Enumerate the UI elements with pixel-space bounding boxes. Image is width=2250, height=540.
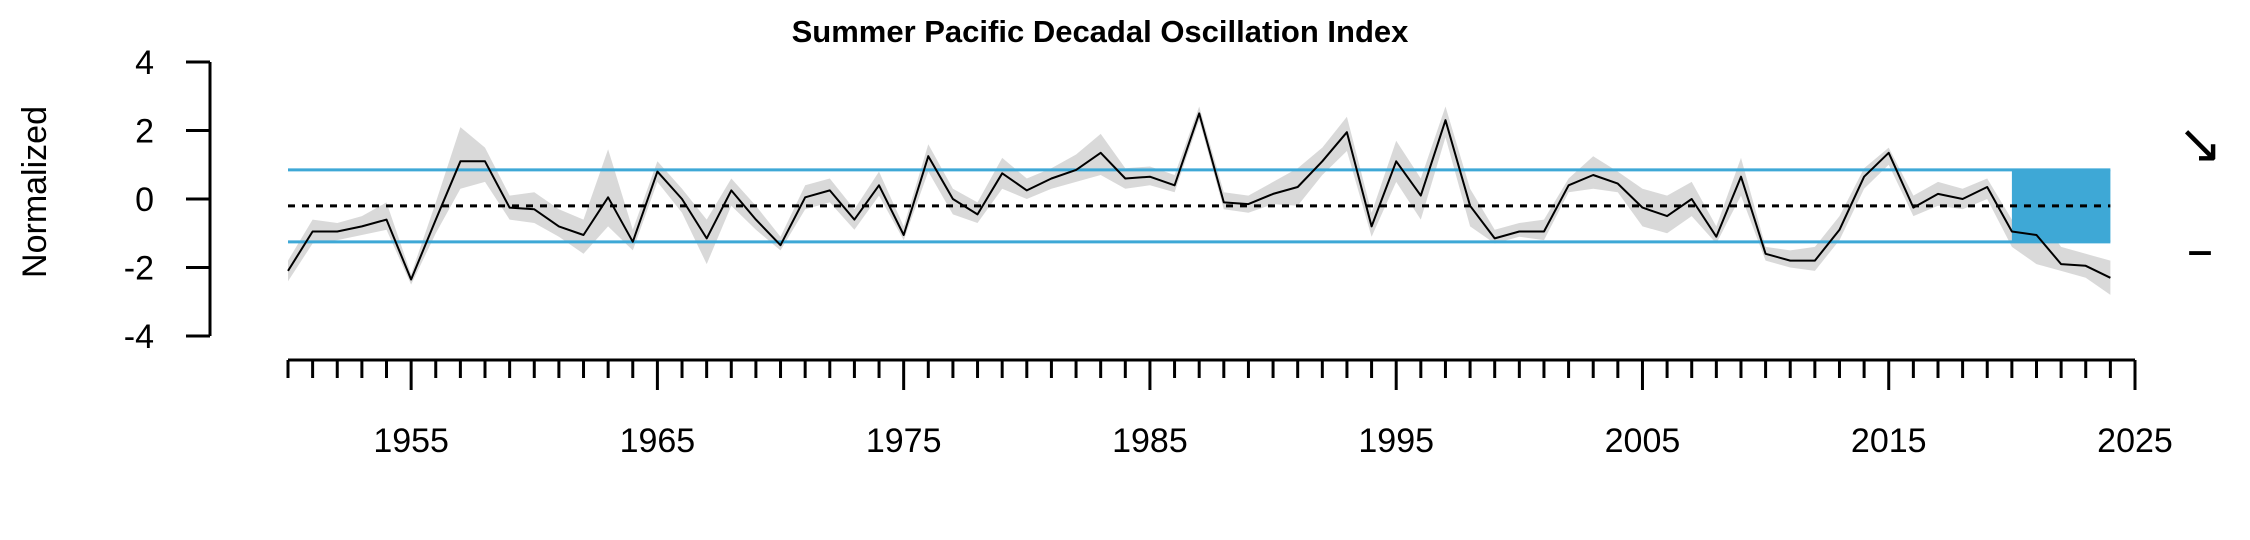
y-tick-label: 0 <box>135 181 154 219</box>
reference-lines <box>288 168 2111 244</box>
series-polyline <box>287 112 2111 281</box>
y-tick-label: -2 <box>124 250 154 288</box>
x-tick-label: 1975 <box>866 422 942 460</box>
y-tick-label: 4 <box>135 44 154 82</box>
x-tick-label: 1955 <box>373 422 449 460</box>
trend-arrow-icon: ↘ <box>2177 112 2222 175</box>
chart-title: Summer Pacific Decadal Oscillation Index <box>792 14 1410 49</box>
x-tick-label: 1985 <box>1112 422 1188 460</box>
y-tick-label: -4 <box>124 318 154 356</box>
x-tick-label: 1995 <box>1358 422 1434 460</box>
uncertainty-band <box>288 106 2111 295</box>
mean-comparison-symbol: – <box>2187 218 2214 281</box>
y-axis: 4 2 0 -2 -4 <box>124 44 212 356</box>
y-tick-label: 2 <box>135 113 154 151</box>
x-tick-label: 1965 <box>620 422 696 460</box>
x-tick-label: 2025 <box>2097 422 2173 460</box>
x-tick-label: 2005 <box>1605 422 1681 460</box>
y-axis-label: Normalized <box>16 106 54 278</box>
series-line <box>287 112 2111 281</box>
uncertainty-band-area <box>288 106 2111 295</box>
x-axis: 1955 1965 1975 1985 1995 2005 2015 2025 <box>286 358 2173 460</box>
x-tick-label: 2015 <box>1851 422 1927 460</box>
